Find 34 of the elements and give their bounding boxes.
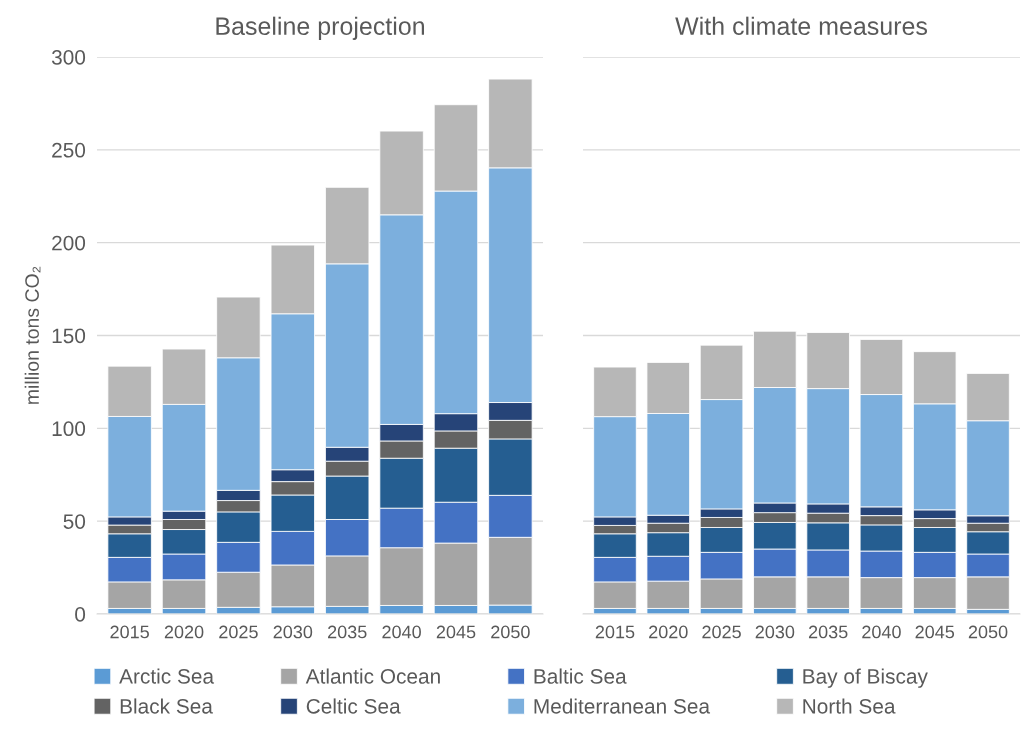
x-tick-label: 2025 [219, 625, 258, 639]
y-axis-title: million tons CO₂ [24, 266, 41, 404]
x-tick-label: 2050 [491, 625, 530, 639]
legend-label: Atlantic Ocean [305, 668, 440, 684]
legend-label: Arctic Sea [119, 668, 215, 684]
y-tick-label: 150 [52, 328, 86, 344]
legend-label: Black Sea [120, 698, 213, 714]
legend-label: Celtic Sea [306, 698, 401, 714]
y-tick-label: 250 [52, 142, 86, 158]
x-tick-label: 2020 [649, 625, 688, 639]
legend-label: Baltic Sea [534, 668, 627, 684]
x-tick-label: 2035 [328, 625, 367, 639]
x-tick-label: 2030 [755, 625, 795, 639]
x-tick-label: 2015 [595, 625, 635, 639]
x-tick-label: 2030 [273, 625, 313, 639]
chart-title: Baseline projection [216, 16, 424, 40]
legend-label: Mediterranean Sea [534, 698, 711, 714]
x-tick-label: 2045 [436, 625, 476, 639]
y-tick-label: 100 [52, 421, 86, 437]
x-tick-label: 2040 [382, 625, 421, 639]
x-tick-label: 2050 [968, 625, 1008, 639]
x-tick-label: 2040 [862, 625, 901, 639]
x-tick-label: 2035 [808, 625, 848, 639]
legend-label: North Sea [803, 698, 896, 714]
legend-label: Bay of Biscay [803, 668, 928, 688]
x-tick-label: 2015 [110, 625, 149, 639]
chart-title: With climate measures [675, 16, 928, 36]
x-tick-label: 2045 [915, 625, 955, 639]
y-tick-label: 50 [63, 514, 86, 529]
y-tick-label: 0 [75, 607, 86, 622]
y-tick-label: 300 [51, 50, 86, 65]
x-tick-label: 2020 [164, 625, 204, 639]
y-tick-label: 200 [52, 235, 86, 251]
x-tick-label: 2025 [702, 625, 741, 639]
